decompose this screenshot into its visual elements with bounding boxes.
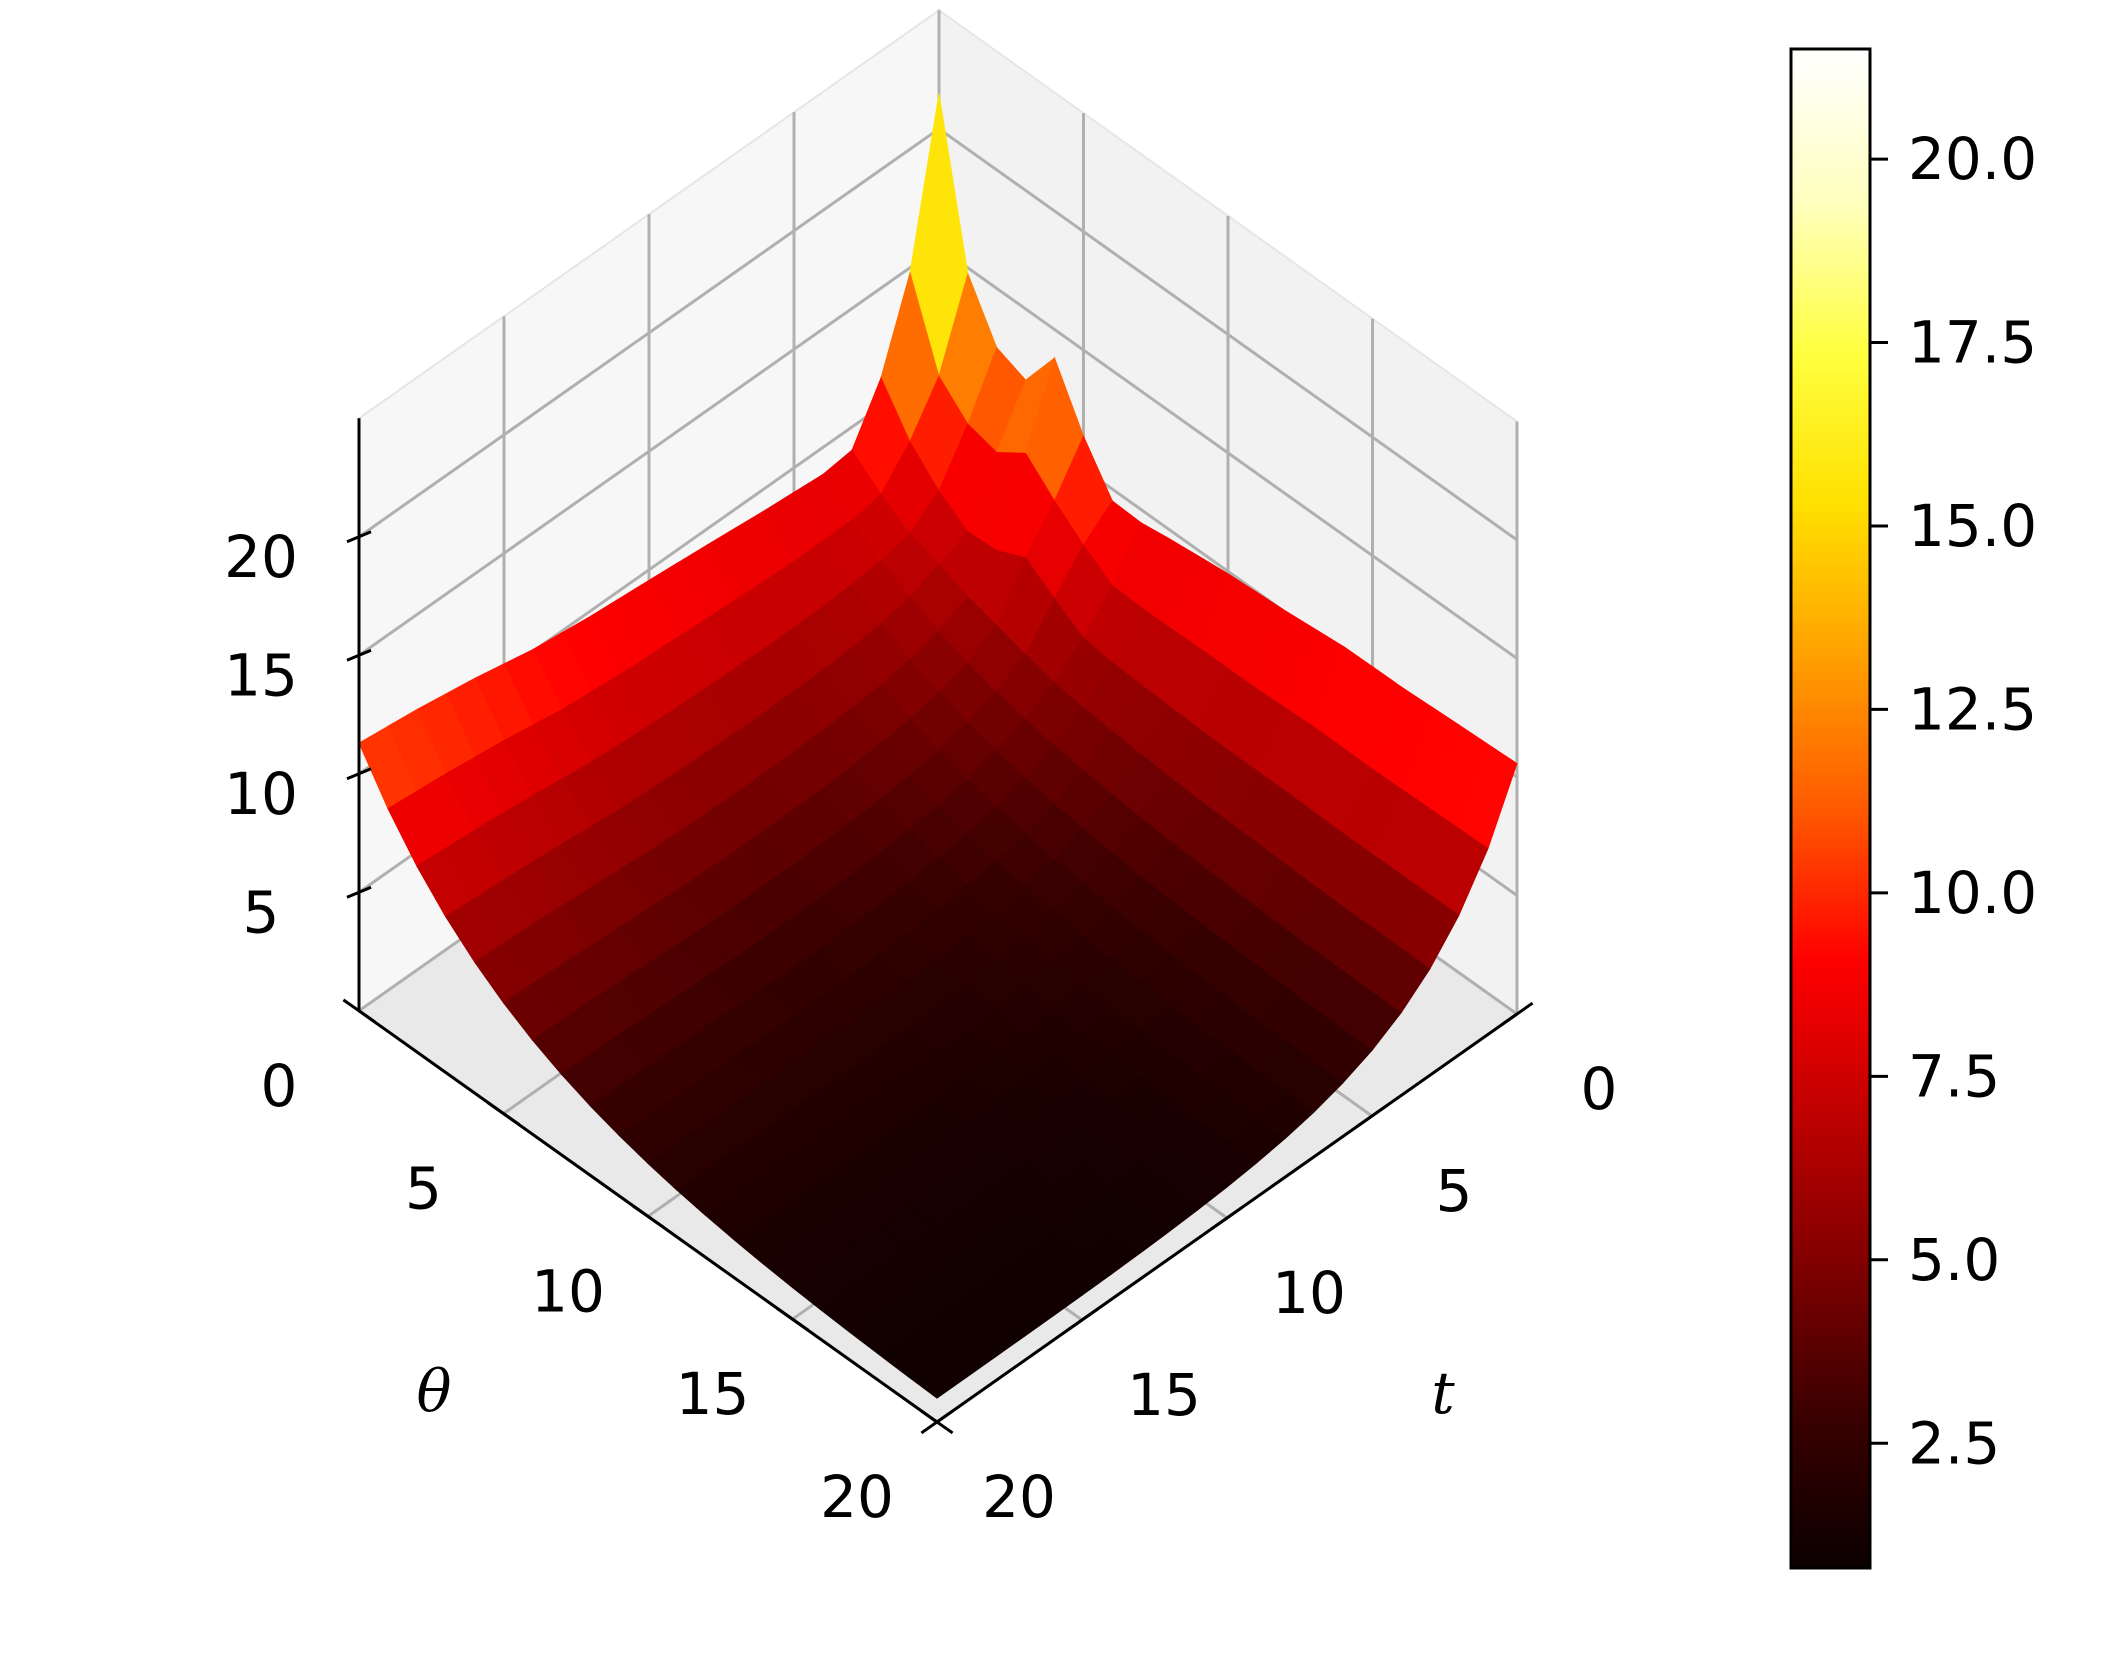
t-axis-label: t: [1431, 1359, 1455, 1427]
theta-tick-mark: [631, 1204, 665, 1229]
theta-axis-label: θ: [417, 1357, 452, 1425]
z-tick-mark: [346, 530, 372, 544]
z-tick-label: 15: [224, 641, 298, 709]
t-tick-mark: [1355, 1103, 1389, 1129]
t-tick-mark: [1500, 1001, 1534, 1027]
t-tick-label: 10: [1272, 1259, 1346, 1327]
t-tick-mark: [920, 1409, 954, 1435]
z-tick-mark: [346, 648, 372, 662]
colorbar-tick-label: 5.0: [1908, 1226, 2000, 1294]
theta-tick-mark: [342, 998, 376, 1023]
theta-tick-label: 20: [820, 1463, 894, 1531]
gridline: [358, 246, 940, 657]
colorbar-gradient-bar: [1791, 49, 1870, 1568]
t-tick-label: 20: [982, 1463, 1056, 1531]
theta-tick-mark: [487, 1101, 520, 1126]
colorbar-tick-label: 7.5: [1908, 1042, 2000, 1110]
t-tick-mark: [1065, 1307, 1099, 1333]
z-tick-labels: 5 10 15 20: [224, 523, 298, 947]
t-tick-labels: 0 5 10 15 20: [982, 1055, 1617, 1531]
colorbar-tick-label: 15.0: [1908, 492, 2037, 560]
theta-tick-label: 10: [531, 1257, 605, 1325]
colorbar-frame: [1789, 47, 1872, 1570]
theta-tick-label: 0: [261, 1052, 298, 1120]
colorbar-tick-labels: 2.5 5.0 7.5 10.0 12.5 15.0 17.5 20.0: [1908, 125, 2037, 1477]
colorbar: 2.5 5.0 7.5 10.0 12.5 15.0 17.5 20.0: [1789, 47, 2037, 1570]
surface: [358, 93, 1518, 1399]
gridline: [358, 127, 940, 539]
theta-tick-label: 15: [676, 1360, 750, 1428]
colorbar-tick-label: 17.5: [1908, 309, 2037, 377]
gridline: [938, 246, 1518, 660]
z-tick-mark: [346, 885, 372, 899]
z-tick-mark: [346, 767, 372, 781]
gridline: [938, 127, 1518, 542]
z-tick-label: 10: [224, 760, 298, 828]
theta-tick-mark: [776, 1307, 809, 1332]
colorbar-tick-label: 20.0: [1908, 125, 2037, 193]
tick-marks: [342, 530, 1534, 1435]
t-tick-label: 0: [1581, 1055, 1618, 1123]
z-tick-label: 20: [224, 523, 298, 591]
colorbar-tick-label: 2.5: [1908, 1409, 2000, 1477]
t-tick-label: 15: [1127, 1361, 1201, 1429]
t-tick-label: 5: [1436, 1157, 1473, 1225]
theta-tick-labels: 0 5 10 15 20: [261, 1052, 894, 1531]
colorbar-tick-label: 12.5: [1908, 675, 2037, 743]
theta-tick-label: 5: [405, 1155, 442, 1223]
colorbar-tick-label: 10.0: [1908, 859, 2037, 927]
z-tick-label: 5: [243, 878, 280, 946]
colorbar-tick-marks: [1870, 157, 1888, 1445]
surface-patch: [907, 1355, 967, 1399]
t-tick-mark: [1210, 1205, 1244, 1231]
